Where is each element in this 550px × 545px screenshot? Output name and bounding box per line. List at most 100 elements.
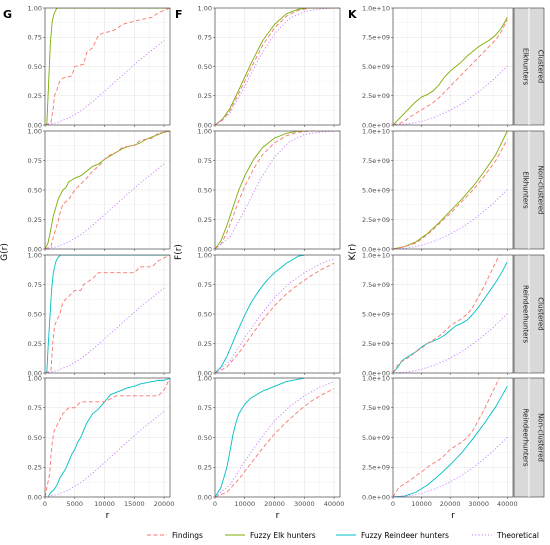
series-line-fuzzy-reindeer-hunters (46, 255, 170, 373)
y-tick-label: 0.25 (28, 340, 42, 348)
facet-strip-group-label: Elkhunters (522, 171, 530, 209)
panel-letter-k: K (348, 8, 357, 21)
y-tick-label: 0.0e+00 (362, 121, 390, 129)
facet-strip-pattern-label: Clustered (537, 50, 545, 83)
series-line-findings (215, 131, 340, 249)
y-tick-label: 1.00 (28, 251, 42, 259)
series-line-findings (393, 255, 500, 373)
panel-f-row-2: 0.00 0.25 0.50 0.75 1.00 (198, 127, 341, 253)
y-tick-label: 1.0e+10 (362, 374, 390, 382)
y-axis-title: K(r) (348, 244, 358, 261)
panel-g-row-1: 0.00 0.25 0.50 0.75 1.00 (28, 4, 171, 129)
y-tick-label: 0.75 (28, 34, 42, 42)
panel-letter-g: G (3, 8, 12, 21)
x-tick-label: 30000 (468, 500, 489, 508)
series-line-theoretical (215, 131, 335, 249)
y-tick-label: 0.50 (198, 63, 212, 71)
facet-strip-pattern-label: Non-clustered (537, 413, 545, 462)
y-tick-label: 7.5e+09 (362, 157, 390, 165)
y-tick-label: 2.5e+09 (362, 340, 390, 348)
series-line-theoretical (215, 381, 335, 497)
legend-label: Findings (172, 531, 203, 540)
x-tick-label: 0 (213, 500, 217, 508)
series-line-fuzzy-reindeer-hunters (215, 255, 305, 373)
facet-strip-row-2: Elkhunters Non-clustered (513, 130, 545, 250)
legend-label: Fuzzy Elk hunters (250, 531, 316, 540)
y-tick-label: 1.00 (198, 127, 212, 135)
y-tick-label: 0.75 (198, 157, 212, 165)
panel-letter-f: F (175, 8, 183, 21)
x-axis-title: r (106, 511, 110, 521)
x-tick-label: 0 (391, 500, 395, 508)
series-line-theoretical (393, 189, 508, 249)
y-tick-label: 0.00 (28, 121, 42, 129)
x-tick-label: 20000 (264, 500, 285, 508)
y-tick-label: 0.00 (198, 369, 212, 377)
y-tick-label: 1.00 (198, 251, 212, 259)
y-axis-title: F(r) (174, 244, 184, 260)
y-tick-label: 0.75 (198, 404, 212, 412)
series-line-findings (393, 19, 508, 125)
legend-label: Fuzzy Reindeer hunters (361, 531, 449, 540)
series-line-findings (393, 139, 508, 249)
series-line-fuzzy-reindeer-hunters (393, 261, 508, 373)
y-tick-label: 0.50 (198, 434, 212, 442)
y-tick-label: 7.5e+09 (362, 281, 390, 289)
y-tick-label: 0.50 (28, 434, 42, 442)
x-tick-label: 10000 (94, 500, 115, 508)
series-line-fuzzy-elk-hunters (46, 8, 170, 125)
panel-k-row-1: 0.0e+00 2.5e+09 5.0e+09 7.5e+09 1.0e+10 (362, 4, 514, 129)
y-tick-label: 0.00 (28, 493, 42, 501)
y-tick-label: 1.00 (28, 127, 42, 135)
y-tick-label: 1.00 (28, 374, 42, 382)
series-line-findings (45, 378, 170, 497)
x-tick-label: 10000 (411, 500, 432, 508)
x-tick-label: 40000 (497, 500, 518, 508)
panel-k-row-3: 0.0e+00 2.5e+09 5.0e+09 7.5e+09 1.0e+10 (362, 251, 514, 377)
y-axis-title: G(r) (0, 243, 10, 261)
y-tick-label: 0.25 (198, 92, 212, 100)
panel-k-row-4: 0.0e+00 2.5e+09 5.0e+09 7.5e+09 1.0e+10 0 1000… (362, 374, 518, 508)
y-tick-label: 5.0e+09 (362, 310, 390, 318)
facet-strip-row-4: Reindeerhunters Non-clustered (513, 377, 545, 498)
x-axis-title: r (276, 511, 280, 521)
series-line-fuzzy-reindeer-hunters (393, 386, 508, 497)
facet-strip-pattern-label: Clustered (537, 297, 545, 330)
series-line-fuzzy-elk-hunters (45, 131, 170, 249)
y-tick-label: 0.00 (198, 245, 212, 253)
panel-f-row-4: 0.00 0.25 0.50 0.75 1.00 0 10000 20000 30000 4000… (198, 374, 345, 508)
y-tick-label: 0.25 (28, 92, 42, 100)
y-tick-label: 5.0e+09 (362, 186, 390, 194)
x-tick-label: 20000 (154, 500, 175, 508)
series-line-fuzzy-elk-hunters (215, 8, 340, 125)
y-tick-label: 0.50 (198, 186, 212, 194)
facet-strip-row-3: Reindeerhunters Clustered (513, 254, 545, 374)
facet-strip-row-1: Elkhunters Clustered (513, 7, 545, 126)
y-tick-label: 0.50 (28, 186, 42, 194)
x-tick-label: 30000 (294, 500, 315, 508)
y-tick-label: 0.0e+00 (362, 493, 390, 501)
series-line-findings (393, 378, 500, 497)
panel-f-row-1: 0.00 0.25 0.50 0.75 1.00 (198, 4, 341, 129)
series-line-fuzzy-reindeer-hunters (47, 378, 170, 497)
series-line-fuzzy-elk-hunters (393, 17, 508, 125)
series-line-theoretical (393, 436, 508, 497)
legend: Findings Fuzzy Elk hunters Fuzzy Reindeer … (147, 531, 539, 540)
y-tick-label: 5.0e+09 (362, 63, 390, 71)
y-tick-label: 0.25 (198, 340, 212, 348)
panel-g-row-2: 0.00 0.25 0.50 0.75 1.00 (28, 127, 171, 253)
series-line-theoretical (393, 65, 508, 125)
series-line-theoretical (215, 8, 335, 125)
series-line-fuzzy-elk-hunters (393, 131, 508, 249)
series-line-findings (45, 131, 170, 249)
y-tick-label: 2.5e+09 (362, 92, 390, 100)
y-tick-label: 0.75 (28, 157, 42, 165)
facet-strip-pattern-label: Non-clustered (537, 166, 545, 215)
y-tick-label: 2.5e+09 (362, 216, 390, 224)
y-tick-label: 0.00 (198, 121, 212, 129)
x-tick-label: 5000 (66, 500, 83, 508)
x-axis-title: r (451, 511, 455, 521)
y-tick-label: 0.0e+00 (362, 369, 390, 377)
panel-g-row-3: 0.00 0.25 0.50 0.75 1.00 (28, 251, 171, 377)
